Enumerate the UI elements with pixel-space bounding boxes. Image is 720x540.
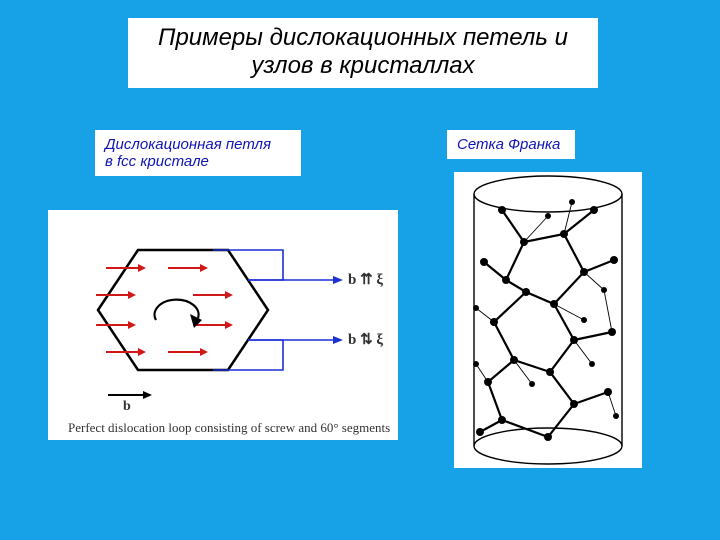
slide: Примеры дислокационных петель и узлов в … <box>0 0 720 540</box>
hexagon-loop-svg: b ⇈ ξ b ⇅ ξ b Perfect dislocation loop c… <box>48 210 398 440</box>
label-frank-network: Сетка Франка <box>447 130 575 159</box>
frank-network-svg <box>454 172 642 468</box>
figure-frank-network <box>454 172 642 468</box>
page-title-text: Примеры дислокационных петель и узлов в … <box>158 24 568 79</box>
page-title: Примеры дислокационных петель и узлов в … <box>128 18 598 88</box>
label-dislocation-loop: Дислокационная петля в fcc кристале <box>95 130 301 176</box>
svg-text:b ⇅ ξ: b ⇅ ξ <box>348 332 383 348</box>
label-dislocation-loop-line1: Дислокационная петля <box>105 136 291 153</box>
svg-text:Perfect dislocation loop consi: Perfect dislocation loop consisting of s… <box>68 420 390 435</box>
svg-text:b: b <box>123 399 131 414</box>
figure-hexagon-loop: b ⇈ ξ b ⇅ ξ b Perfect dislocation loop c… <box>48 210 398 440</box>
label-frank-network-text: Сетка Франка <box>457 136 560 153</box>
svg-text:b ⇈ ξ: b ⇈ ξ <box>348 272 383 288</box>
label-dislocation-loop-line2: в fcc кристале <box>105 153 291 170</box>
